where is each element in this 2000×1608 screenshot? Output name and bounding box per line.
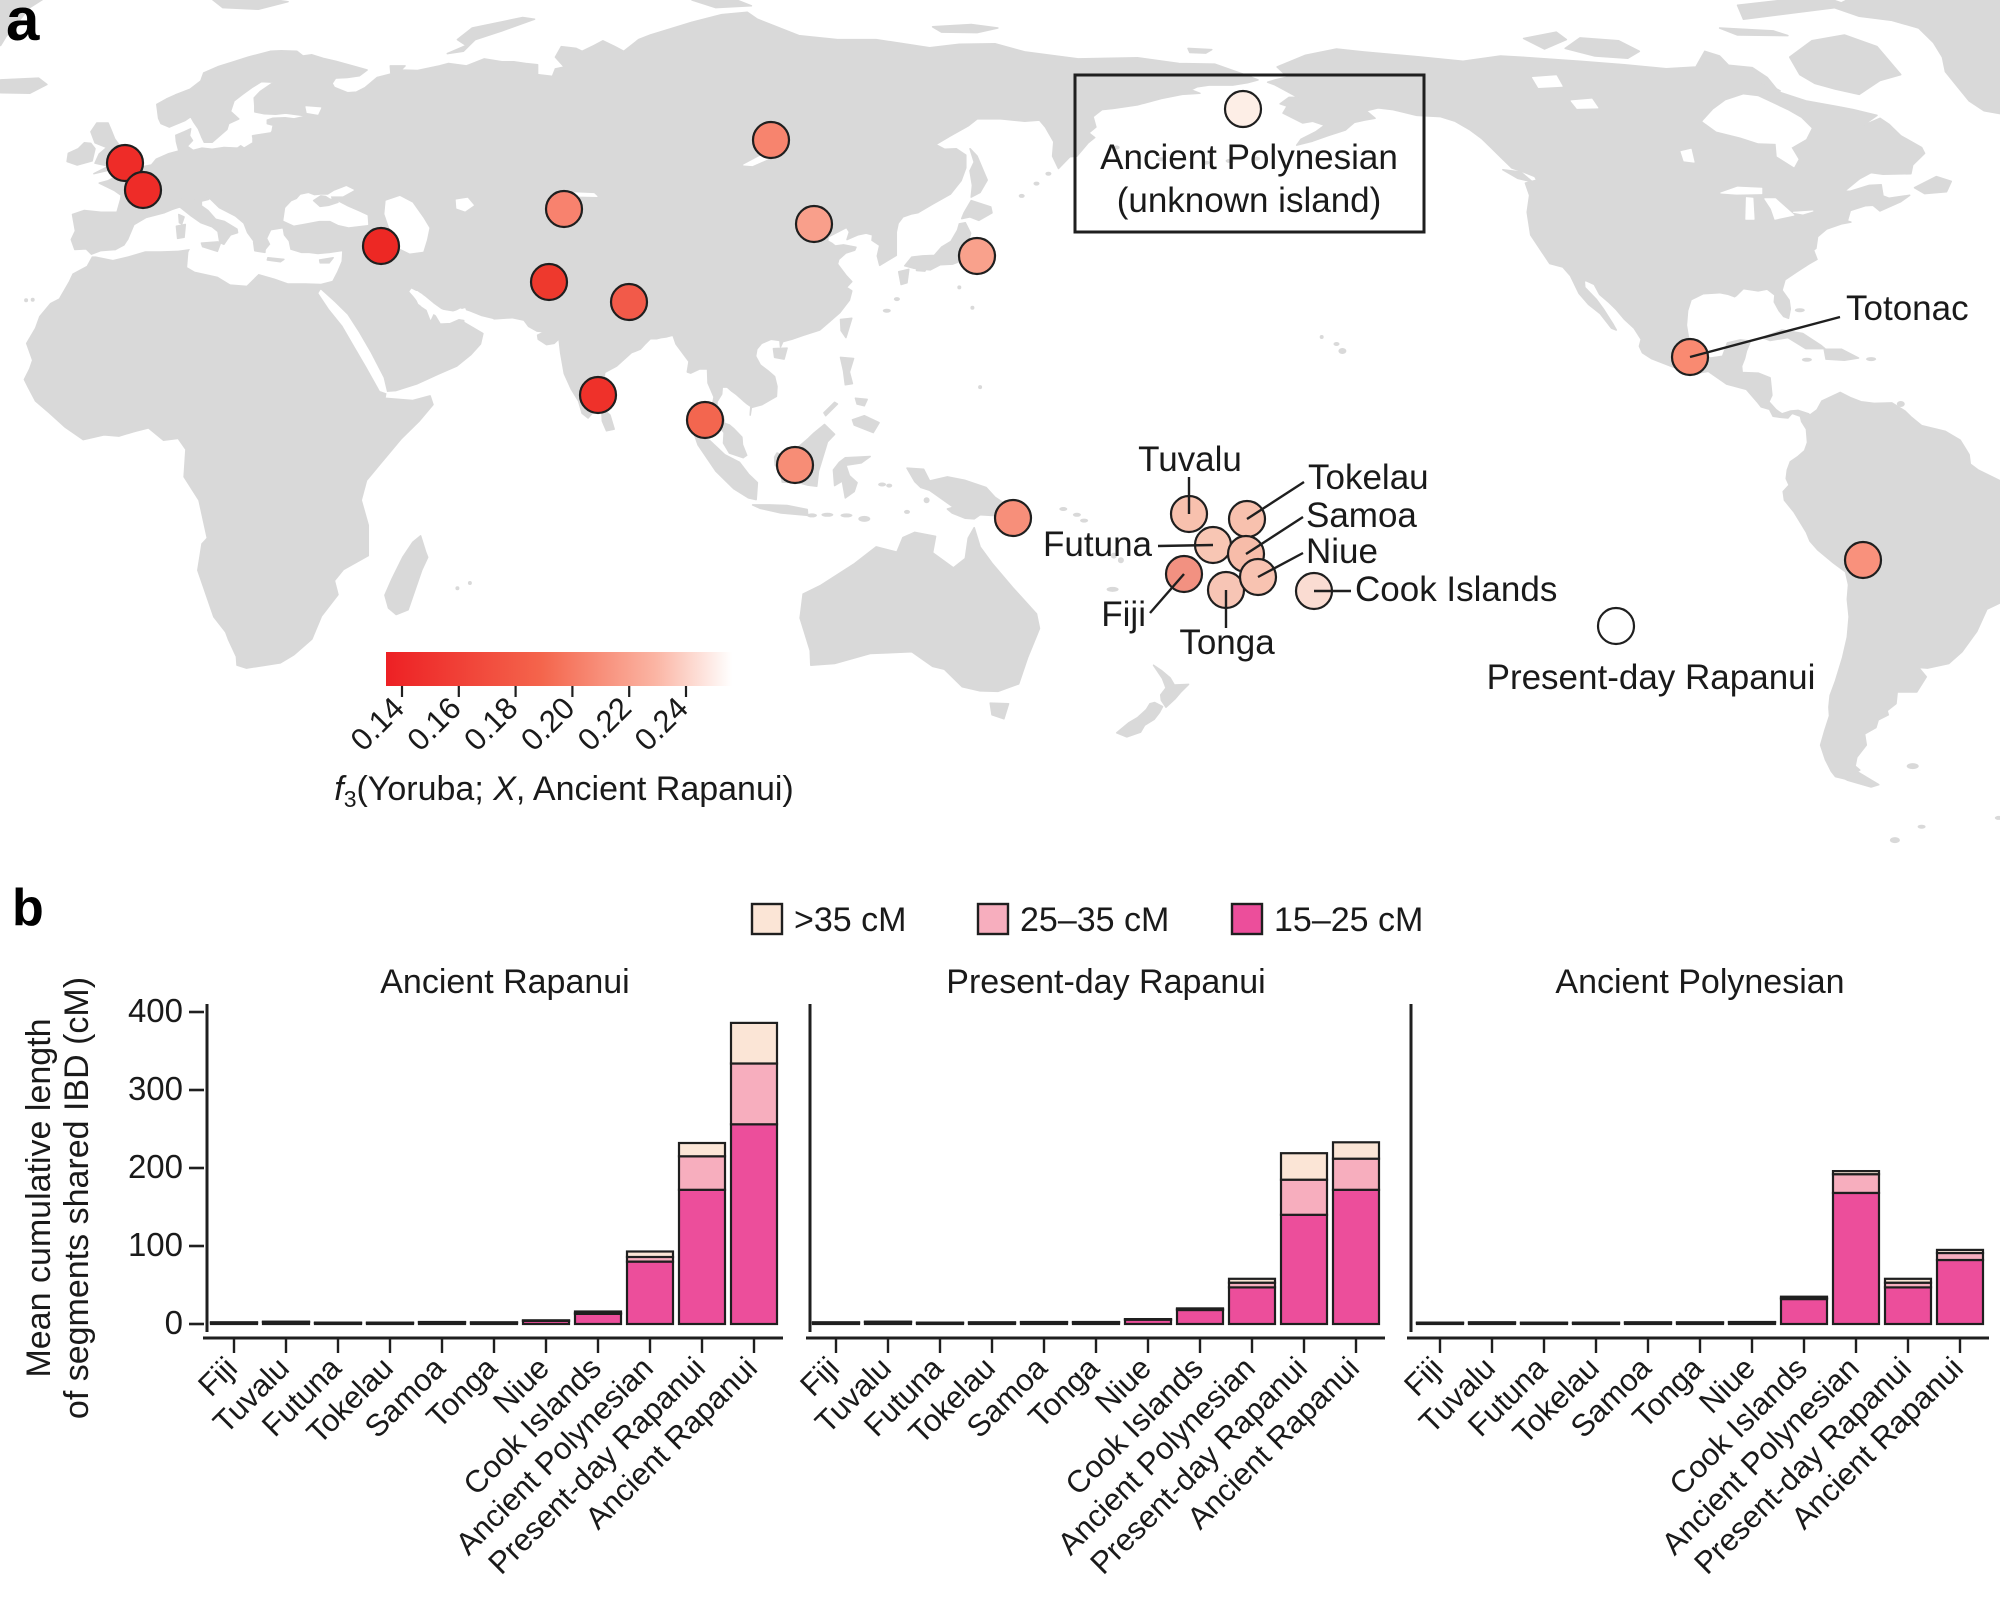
svg-text:Ancient Polynesian: Ancient Polynesian: [1100, 138, 1398, 177]
svg-text:0.16: 0.16: [400, 690, 467, 757]
svg-text:(unknown island): (unknown island): [1117, 181, 1382, 220]
svg-text:0.14: 0.14: [344, 690, 411, 757]
svg-text:Present-day Rapanui: Present-day Rapanui: [1487, 658, 1816, 697]
svg-text:Niue: Niue: [1306, 532, 1378, 571]
svg-text:0: 0: [165, 1304, 183, 1341]
svg-text:15–25 cM: 15–25 cM: [1274, 901, 1423, 939]
svg-text:Futuna: Futuna: [1043, 525, 1152, 564]
svg-text:Tokelau: Tokelau: [1308, 458, 1429, 497]
svg-text:>35 cM: >35 cM: [794, 901, 906, 939]
svg-text:200: 200: [128, 1148, 183, 1185]
svg-text:Totonac: Totonac: [1846, 289, 1969, 328]
svg-text:b: b: [12, 879, 44, 937]
svg-text:a: a: [6, 0, 40, 53]
svg-text:Tuvalu: Tuvalu: [1138, 440, 1242, 479]
svg-text:100: 100: [128, 1226, 183, 1263]
svg-text:Tonga: Tonga: [1179, 623, 1275, 662]
svg-text:0.20: 0.20: [514, 690, 581, 757]
svg-text:400: 400: [128, 992, 183, 1029]
svg-text:f3(Yoruba; X, Ancient Rapanui): f3(Yoruba; X, Ancient Rapanui): [334, 770, 794, 812]
svg-text:Fiji: Fiji: [1101, 595, 1146, 634]
svg-text:Ancient Polynesian: Ancient Polynesian: [1555, 963, 1844, 1001]
svg-text:Samoa: Samoa: [1306, 496, 1417, 535]
svg-text:25–35 cM: 25–35 cM: [1020, 901, 1169, 939]
svg-text:0.18: 0.18: [457, 690, 524, 757]
svg-text:Cook Islands: Cook Islands: [1355, 570, 1557, 609]
svg-text:Ancient Rapanui: Ancient Rapanui: [380, 963, 630, 1001]
svg-text:Present-day Rapanui: Present-day Rapanui: [946, 963, 1265, 1001]
svg-text:300: 300: [128, 1070, 183, 1107]
svg-text:of segments shared IBD (cM): of segments shared IBD (cM): [58, 977, 96, 1419]
svg-text:0.22: 0.22: [571, 690, 638, 757]
svg-text:Mean cumulative length: Mean cumulative length: [20, 1018, 58, 1377]
svg-text:0.24: 0.24: [628, 690, 695, 757]
